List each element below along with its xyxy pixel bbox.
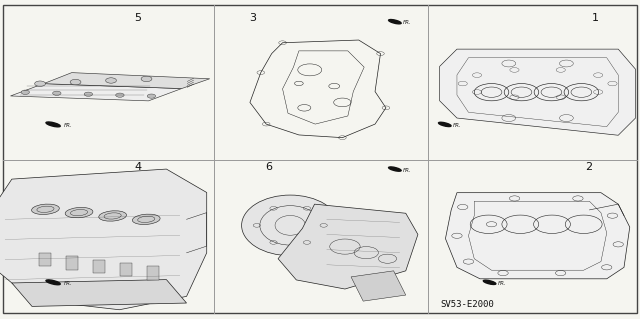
- Ellipse shape: [438, 122, 451, 127]
- Bar: [67, 256, 78, 270]
- Ellipse shape: [99, 211, 127, 221]
- Circle shape: [147, 94, 156, 98]
- Ellipse shape: [46, 122, 60, 127]
- Ellipse shape: [46, 280, 60, 285]
- Ellipse shape: [65, 207, 93, 218]
- Ellipse shape: [388, 19, 401, 24]
- Polygon shape: [12, 279, 187, 306]
- Text: FR.: FR.: [64, 123, 73, 128]
- Ellipse shape: [31, 204, 60, 214]
- Text: 2: 2: [585, 162, 593, 173]
- Ellipse shape: [388, 167, 401, 171]
- Polygon shape: [440, 49, 636, 135]
- Bar: [40, 253, 51, 266]
- Polygon shape: [10, 84, 182, 101]
- Text: FR.: FR.: [453, 123, 462, 128]
- Text: 6: 6: [266, 162, 272, 173]
- Circle shape: [141, 76, 152, 82]
- Bar: [120, 263, 132, 276]
- Text: FR.: FR.: [403, 20, 412, 25]
- Bar: [147, 266, 159, 279]
- Circle shape: [116, 93, 124, 97]
- Ellipse shape: [242, 195, 339, 256]
- Circle shape: [84, 92, 93, 96]
- Text: 4: 4: [134, 162, 141, 173]
- Circle shape: [35, 81, 45, 86]
- Text: 5: 5: [134, 12, 141, 23]
- Polygon shape: [445, 193, 630, 279]
- Text: FR.: FR.: [498, 281, 507, 286]
- Circle shape: [106, 78, 116, 83]
- Polygon shape: [44, 73, 210, 89]
- Polygon shape: [0, 169, 207, 310]
- Bar: [93, 260, 105, 273]
- Ellipse shape: [483, 280, 496, 285]
- Text: 3: 3: [250, 12, 256, 23]
- Ellipse shape: [132, 214, 160, 225]
- Circle shape: [21, 90, 29, 94]
- Text: FR.: FR.: [403, 167, 412, 173]
- Circle shape: [70, 79, 81, 85]
- Text: SV53-E2000: SV53-E2000: [440, 300, 494, 309]
- Polygon shape: [278, 204, 418, 289]
- Polygon shape: [351, 271, 406, 301]
- Text: FR.: FR.: [64, 281, 73, 286]
- Text: 1: 1: [592, 12, 598, 23]
- Circle shape: [52, 91, 61, 95]
